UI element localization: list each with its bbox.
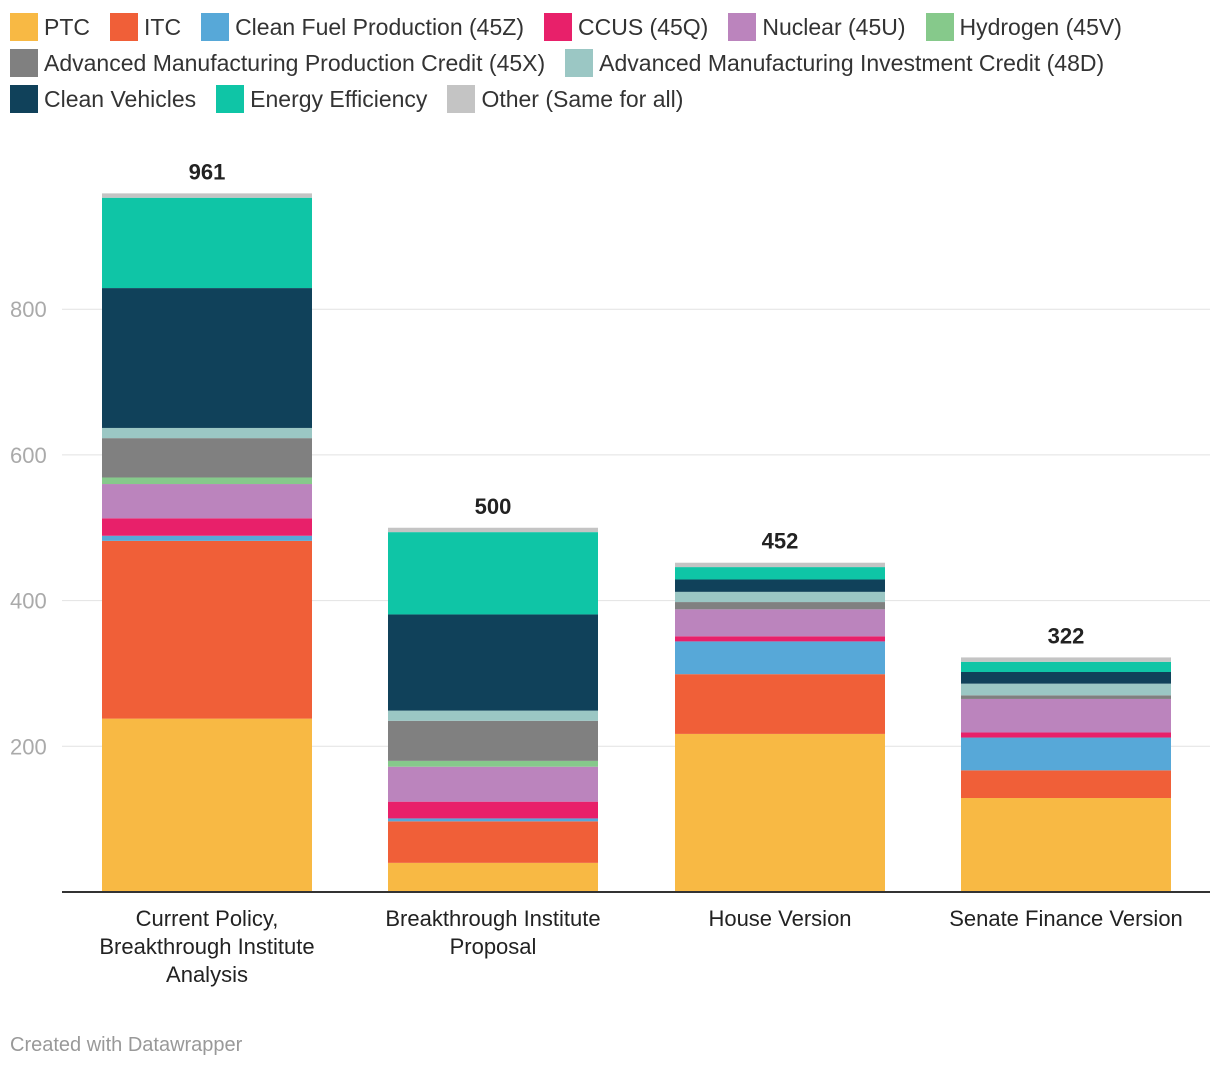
bar-segment [102,427,312,439]
bar-segment [675,674,885,734]
bar-segment [102,438,312,478]
bar-segment [961,671,1171,684]
bar-total-label: 961 [189,159,226,184]
x-category-label: Breakthrough Institute [99,934,314,959]
bar-segment [675,602,885,610]
legend-swatch [10,49,38,77]
legend-swatch [925,13,954,41]
legend-label: Nuclear (45U) [762,13,906,40]
bar-segment [675,636,885,642]
bar-segment [961,695,1171,699]
legend-item: Energy Efficiency [216,84,427,114]
bar-segment [388,720,598,761]
bar-segment [102,193,312,198]
legend-swatch [216,85,245,113]
legend-swatch [201,13,230,41]
y-tick-label: 200 [10,734,47,759]
bar-segment [961,737,1171,771]
legend-item: Nuclear (45U) [728,12,906,42]
legend-label: Advanced Manufacturing Investment Credit… [599,49,1105,76]
bar-segment [388,760,598,767]
bar-segment [102,477,312,485]
legend-item: Clean Vehicles [10,84,196,114]
legend-swatch [10,13,38,41]
y-tick-label: 400 [10,589,47,614]
bar-segment [102,484,312,519]
legend-item: CCUS (45Q) [543,12,709,42]
bar-segment [675,591,885,603]
bar-segment [102,288,312,428]
x-category-label: Current Policy, [136,906,279,931]
y-tick-label: 800 [10,297,47,322]
legend-label: Clean Fuel Production (45Z) [235,13,524,40]
bar-segment [388,862,598,892]
legend-item: Other (Same for all) [447,84,683,114]
bar-segment [388,614,598,711]
bar-segment [961,657,1171,662]
legend-label: CCUS (45Q) [577,13,709,40]
legend-item: Hydrogen (45V) [925,12,1122,42]
legend-item: Advanced Manufacturing Production Credit… [10,48,545,78]
bar-segment [675,641,885,675]
bar-segment [102,540,312,719]
bar-segment [388,532,598,615]
x-category-label: Senate Finance Version [949,906,1183,931]
bar-total-label: 500 [475,494,512,519]
x-category-label: Breakthrough Institute [385,906,600,931]
bar-segment [102,718,312,892]
legend-item: Advanced Manufacturing Investment Credit… [565,48,1104,78]
bar-segment [961,770,1171,799]
legend-label: PTC [44,13,90,40]
bar-segment [388,527,598,533]
bar-segment [388,766,598,802]
bar-segment [961,798,1171,892]
bar-segment [675,733,885,892]
bar-segment [961,683,1171,696]
bar-total-label: 322 [1048,623,1085,648]
datawrapper-credit: Created with Datawrapper [10,1034,243,1056]
x-category-label: House Version [708,906,851,931]
legend-label: Advanced Manufacturing Production Credit… [44,49,546,76]
legend-label: Energy Efficiency [250,85,428,112]
bar-segment [675,609,885,637]
x-category-label: Analysis [166,962,248,987]
x-category-label: Proposal [450,934,537,959]
legend-swatch [543,13,572,41]
bar-segment [961,698,1171,733]
bar-segment [388,818,598,822]
legend-swatch [728,13,757,41]
y-tick-label: 600 [10,443,47,468]
bar-segment [675,579,885,592]
legend-item: ITC [110,12,181,42]
bar-segment [675,562,885,568]
bar-segment [102,197,312,289]
legend-swatch [447,85,476,113]
legend-item: PTC [10,12,90,42]
legend-swatch [10,85,38,113]
legend-item: Clean Fuel Production (45Z) [201,12,524,42]
legend: PTC ITC Clean Fuel Production (45Z) CCUS (4… [10,12,1210,114]
bar-segment [388,801,598,819]
bar-segment [388,821,598,863]
legend-swatch [565,49,594,77]
bar-segment [102,518,312,536]
bar-segment [102,535,312,541]
bar-segment [961,732,1171,738]
legend-label: ITC [144,13,182,40]
bar-segment [961,661,1171,672]
legend-label: Hydrogen (45V) [959,13,1122,40]
bar-total-label: 452 [762,529,799,554]
legend-label: Other (Same for all) [481,85,684,112]
bar-segment [675,567,885,580]
bar-segment [388,710,598,721]
legend-swatch [110,13,138,41]
legend-label: Clean Vehicles [44,85,197,112]
